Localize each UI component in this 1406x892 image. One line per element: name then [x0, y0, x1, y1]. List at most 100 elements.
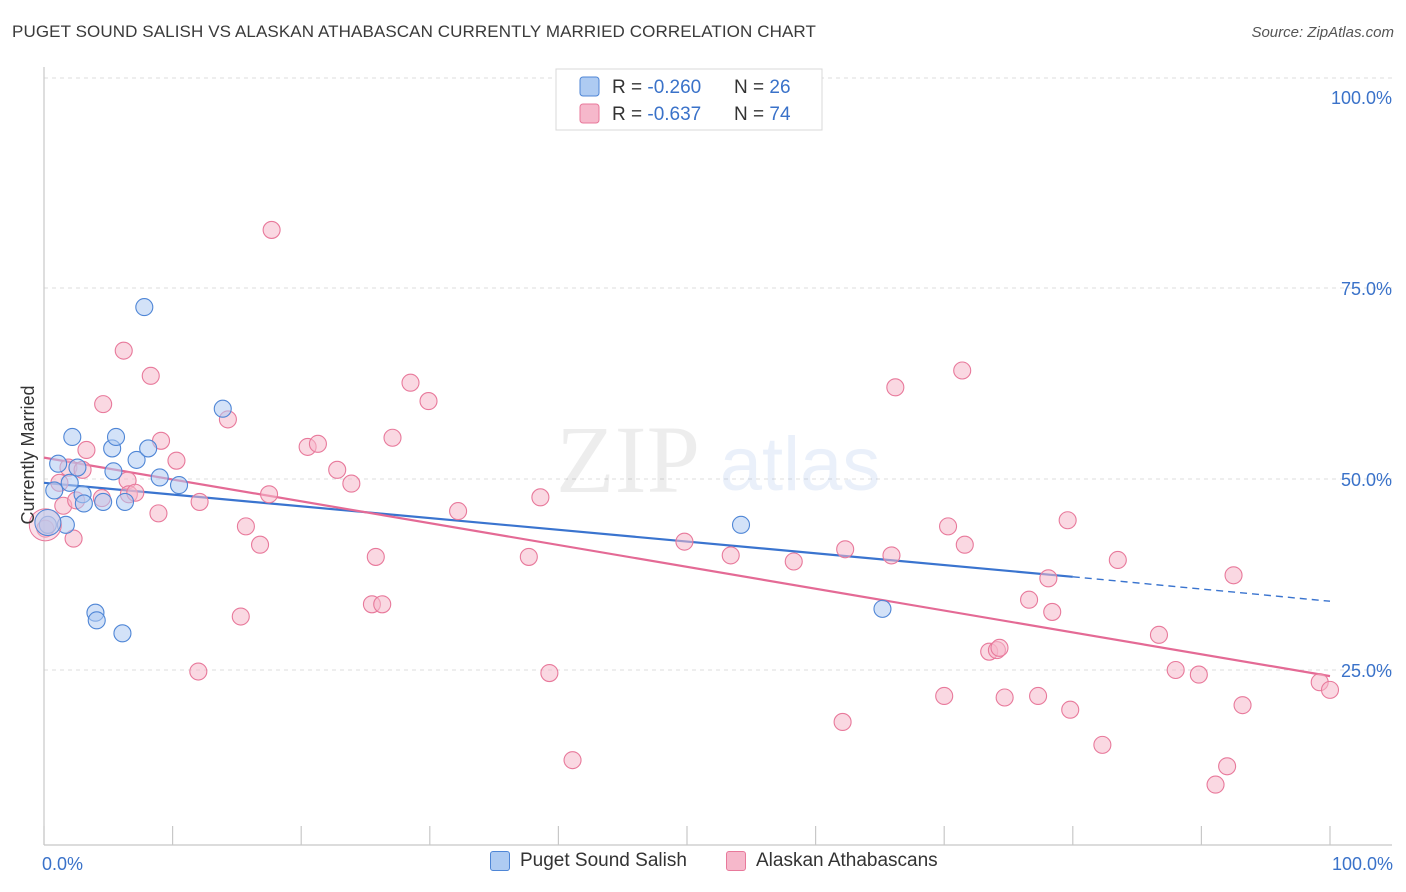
axes [43, 67, 1392, 846]
data-point-puget-large [34, 509, 62, 537]
data-point-puget [115, 492, 135, 511]
data-point-alaskan [94, 395, 113, 414]
data-point-puget [94, 492, 113, 511]
y-tick-label: 25.0% [1341, 661, 1392, 681]
stats-legend-box [555, 68, 823, 131]
data-point-puget [45, 481, 64, 500]
data-point-alaskan [366, 547, 385, 566]
trend-line-puget-extension [1072, 576, 1331, 602]
svg-text:N = 74: N = 74 [734, 104, 791, 125]
data-point-alaskan [77, 440, 96, 460]
trend-lines [43, 456, 1331, 678]
data-point-puget [213, 399, 232, 418]
data-point-alaskan [1093, 735, 1112, 754]
legend-label-alaskan: Alaskan Athabascans [756, 850, 938, 871]
legend-n-value-2: 74 [769, 104, 791, 125]
data-point-alaskan [955, 535, 974, 554]
data-point-alaskan [1149, 625, 1169, 644]
series-legend: Puget Sound Salish Alaskan Athabascans [0, 850, 1406, 880]
legend-r-value-1: -0.260 [647, 77, 701, 98]
legend-n-label-1: N = [734, 77, 769, 98]
y-tick-label: 50.0% [1341, 470, 1392, 490]
stats-legend: R = -0.260 N = 26 R = -0.637 N = 74 [555, 68, 823, 131]
gridlines [44, 77, 1392, 671]
data-point-alaskan [563, 751, 582, 770]
data-point-puget [731, 515, 751, 534]
data-point-puget [106, 427, 126, 447]
x-tick-label: 0.0% [42, 854, 83, 874]
data-point-puget [87, 611, 106, 630]
data-point-alaskan [189, 662, 208, 681]
trend-line-alaskan [43, 456, 1331, 678]
data-point-alaskan [1189, 665, 1208, 684]
data-point-alaskan [1108, 550, 1127, 570]
data-point-alaskan [449, 502, 468, 521]
data-point-alaskan [1043, 602, 1062, 621]
data-point-puget [49, 454, 68, 473]
legend-swatch-pink [579, 103, 600, 124]
data-point-puget [74, 494, 93, 513]
legend-swatch-alaskan [726, 851, 746, 871]
data-point-alaskan [64, 529, 83, 548]
data-point-alaskan [519, 547, 538, 566]
data-point-alaskan [882, 546, 901, 565]
legend-r-label-1: R = [612, 77, 647, 98]
data-point-alaskan [231, 607, 250, 626]
data-point-alaskan [149, 504, 168, 523]
data-points [28, 220, 1340, 794]
data-point-puget [873, 599, 892, 618]
data-point-alaskan [419, 392, 438, 411]
chart-title: PUGET SOUND SALISH VS ALASKAN ATHABASCAN… [12, 22, 816, 41]
data-point-alaskan [833, 712, 852, 732]
data-point-alaskan [308, 434, 327, 453]
data-point-alaskan [167, 451, 186, 470]
data-point-alaskan [995, 688, 1014, 707]
legend-item-alaskan-athabascans[interactable]: Alaskan Athabascans [726, 850, 938, 872]
data-point-alaskan [1020, 590, 1039, 609]
svg-text:N = 26: N = 26 [734, 77, 791, 98]
data-point-alaskan [236, 517, 255, 536]
legend-n-label-2: N = [734, 104, 769, 125]
y-tick-label: 100.0% [1331, 88, 1392, 108]
data-point-puget [127, 450, 146, 469]
legend-r-value-2: -0.637 [647, 104, 701, 125]
data-point-alaskan [939, 517, 958, 536]
x-tick-label: 100.0% [1332, 854, 1393, 874]
data-point-alaskan [784, 552, 803, 571]
data-point-puget [104, 462, 123, 481]
watermark-zip: ZIP [556, 406, 700, 513]
data-point-alaskan [1039, 569, 1058, 588]
y-axis-label: Currently Married [18, 385, 38, 524]
source-label: Source: ZipAtlas.com [1251, 24, 1394, 41]
legend-item-puget-sound-salish[interactable]: Puget Sound Salish [490, 850, 687, 872]
data-point-alaskan [250, 535, 270, 554]
data-point-alaskan [401, 373, 420, 392]
data-point-alaskan [675, 532, 694, 551]
data-point-alaskan [836, 540, 855, 559]
data-point-puget [63, 427, 82, 447]
legend-n-value-1: 26 [769, 77, 790, 98]
data-point-alaskan [1233, 696, 1252, 715]
data-point-alaskan [114, 341, 133, 360]
data-point-alaskan [721, 546, 740, 565]
data-point-alaskan [262, 220, 281, 239]
data-point-puget [135, 298, 154, 317]
data-point-alaskan [1206, 775, 1225, 794]
legend-swatch-blue [579, 76, 600, 97]
data-point-puget [139, 439, 158, 458]
data-point-alaskan [190, 492, 209, 511]
data-point-alaskan [540, 664, 559, 683]
data-point-alaskan [1058, 511, 1077, 530]
legend-swatch-puget [490, 851, 510, 871]
data-point-alaskan [1061, 700, 1080, 719]
data-point-alaskan [1224, 566, 1243, 585]
legend-r-label-2: R = [612, 104, 647, 125]
data-point-alaskan [1218, 757, 1237, 776]
watermark-atlas: atlas [720, 422, 881, 507]
tick-labels: 100.0% 75.0% 50.0% 25.0% 0.0% 100.0% [42, 88, 1393, 874]
data-point-puget [68, 458, 87, 477]
data-point-puget [113, 624, 132, 643]
data-point-alaskan [342, 474, 361, 493]
data-point-alaskan [935, 686, 954, 706]
